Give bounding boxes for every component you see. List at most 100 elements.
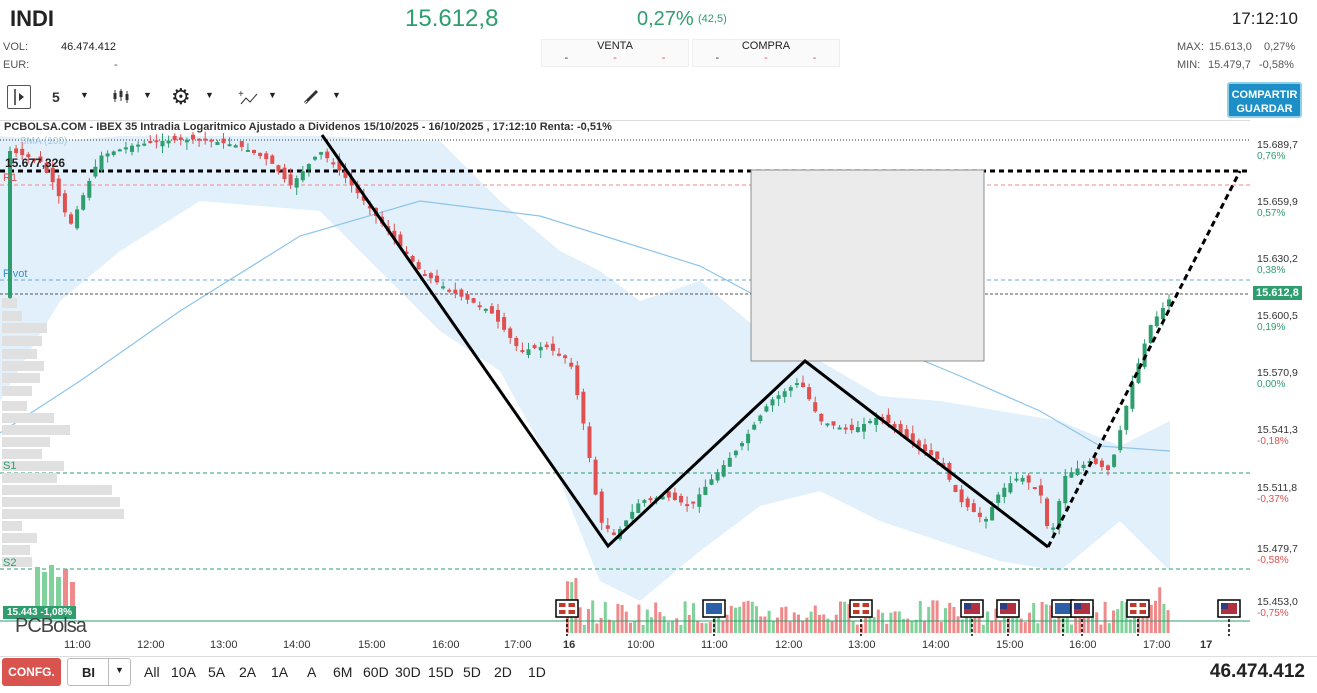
venta-label: VENTA (597, 40, 633, 52)
chevron-down-icon[interactable]: ▼ (205, 90, 214, 100)
candle-body (428, 273, 433, 279)
y-tick-value: 15.479,7 (1257, 543, 1298, 555)
timeframe-2d[interactable]: 2D (494, 664, 512, 680)
timeframe-a[interactable]: A (307, 664, 317, 680)
volume-bar (49, 565, 54, 607)
volume-bar (729, 605, 733, 633)
candle-body (392, 230, 397, 239)
candle-body (685, 504, 690, 507)
timeframe-5d[interactable]: 5D (463, 664, 481, 680)
volume-bar (1149, 604, 1153, 633)
candle-body (477, 305, 482, 308)
config-button[interactable]: CONFG. (2, 658, 61, 686)
volume-bar (755, 606, 758, 633)
candle-body (660, 496, 665, 500)
x-tick-label: 11:00 (64, 639, 91, 651)
y-tick-value: 15.511,8 (1257, 482, 1298, 494)
candle-body (105, 153, 110, 157)
volume-profile-bar (2, 557, 32, 567)
candlestick-icon[interactable] (112, 88, 130, 109)
timeframe-15d[interactable]: 15D (428, 664, 454, 680)
volume-bar (658, 612, 662, 633)
bi-select[interactable]: BI ▼ (67, 658, 131, 686)
candle-body (630, 511, 635, 519)
candle-body (99, 155, 104, 171)
change-percent: 0,27% (637, 8, 694, 30)
candle-body (355, 184, 360, 194)
panel-toggle-icon[interactable] (7, 85, 31, 109)
volume-bar (683, 601, 687, 633)
candle-body (441, 286, 446, 289)
x-tick-label: 16:00 (1069, 639, 1097, 651)
y-tick-value: 15.689,7 (1257, 139, 1298, 151)
volume-bar (35, 567, 40, 607)
candle-body (459, 289, 464, 297)
share-label: COMPARTIR (1231, 89, 1298, 101)
vol-value: 46.474.412 (61, 41, 117, 53)
candle-body (831, 421, 836, 426)
gear-icon[interactable]: ⚙ (171, 84, 191, 109)
chart-area[interactable] (0, 120, 1250, 636)
candle-body (276, 165, 281, 172)
volume-bar (1086, 602, 1090, 633)
timeframe-5a[interactable]: 5A (208, 664, 226, 680)
candle-body (886, 414, 891, 423)
volume-bar (620, 604, 624, 633)
volume-bar (872, 617, 876, 633)
timeframe-60d[interactable]: 60D (363, 664, 389, 680)
bottom-bar (0, 656, 1317, 693)
candle-body (416, 262, 421, 270)
candle-body (294, 178, 299, 188)
candle-body (1112, 454, 1117, 467)
timeframe-30d[interactable]: 30D (395, 664, 421, 680)
interval-select[interactable]: 5 (52, 89, 60, 105)
candle-body (258, 152, 263, 157)
chevron-down-icon[interactable]: ▼ (80, 90, 89, 100)
indicators-icon[interactable]: + (238, 88, 258, 111)
volume-profile-bar (2, 413, 54, 423)
volume-bar (654, 602, 658, 633)
volume-bar (1053, 619, 1057, 633)
candle-body (538, 346, 543, 351)
candle-body (191, 134, 195, 140)
compra-bid: - (715, 52, 720, 64)
volume-bar (834, 614, 838, 633)
candle-body (142, 143, 147, 146)
volume-bar (721, 620, 725, 633)
volume-bar (1036, 623, 1040, 633)
candle-body (81, 195, 86, 210)
candle-body (20, 148, 25, 156)
timeframe-6m[interactable]: 6M (333, 664, 353, 680)
candle-body (715, 472, 720, 481)
candle-body (117, 149, 122, 152)
draw-tool-icon[interactable] (302, 88, 320, 111)
compra-num: - (812, 52, 817, 64)
volume-bar (63, 569, 68, 607)
chevron-down-icon[interactable]: ▼ (268, 90, 277, 100)
volume-bar (595, 623, 599, 633)
candle-body (288, 174, 293, 186)
timeframe-10a[interactable]: 10A (171, 664, 196, 680)
candle-body (404, 251, 409, 255)
candle-body (1160, 307, 1165, 320)
us-flag-fill (1000, 603, 1016, 614)
timeframe-1d[interactable]: 1D (528, 664, 546, 680)
y-tick-value: 15.453,0 (1257, 596, 1298, 608)
us-flag-fill (964, 603, 980, 614)
chevron-down-icon[interactable]: ▼ (143, 90, 152, 100)
bottom-volume: 46.474.412 (1209, 661, 1305, 682)
volume-bar (897, 611, 901, 633)
timeframe-2a[interactable]: 2A (239, 664, 257, 680)
volume-bar (906, 618, 910, 633)
candle-body (1051, 527, 1056, 530)
timeframe-1a[interactable]: 1A (271, 664, 289, 680)
volume-bar (759, 616, 763, 633)
share-save-button[interactable]: COMPARTIR GUARDAR (1227, 82, 1302, 118)
candle-body (1099, 460, 1104, 467)
timeframe-all[interactable]: All (144, 664, 160, 680)
candle-body (581, 391, 586, 424)
volume-bar (780, 607, 784, 633)
chevron-down-icon[interactable]: ▼ (332, 90, 341, 100)
y-tick-pct: 0,57% (1257, 208, 1286, 219)
candle-body (550, 343, 555, 351)
